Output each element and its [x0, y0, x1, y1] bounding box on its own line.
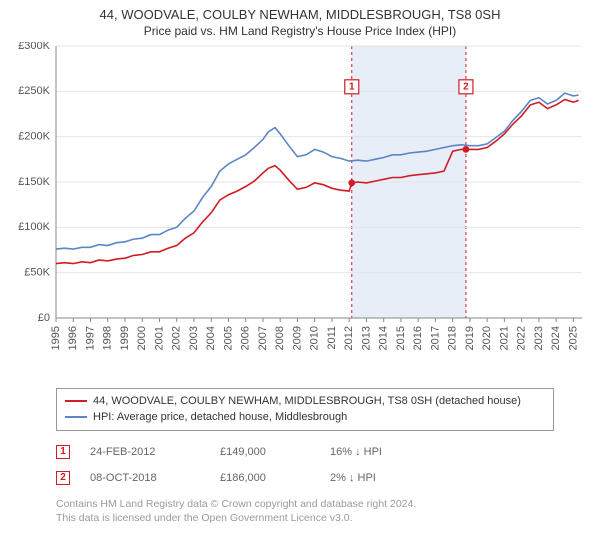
svg-text:2013: 2013: [360, 326, 372, 350]
legend-swatch: [65, 416, 87, 418]
svg-text:2015: 2015: [395, 326, 407, 350]
tx-date: 08-OCT-2018: [90, 472, 220, 484]
transaction-row: 2 08-OCT-2018 £186,000 2% ↓ HPI: [56, 465, 554, 491]
svg-text:2008: 2008: [274, 326, 286, 350]
svg-text:£250K: £250K: [18, 85, 50, 97]
svg-text:1995: 1995: [50, 326, 62, 350]
svg-text:2025: 2025: [567, 326, 579, 350]
tx-price: £186,000: [220, 472, 330, 484]
tx-marker-badge: 1: [56, 445, 70, 459]
svg-text:2018: 2018: [447, 326, 459, 350]
legend-swatch: [65, 400, 87, 402]
legend-item: 44, WOODVALE, COULBY NEWHAM, MIDDLESBROU…: [65, 393, 545, 410]
svg-text:2020: 2020: [481, 326, 493, 350]
svg-text:1998: 1998: [102, 326, 114, 350]
svg-text:1997: 1997: [84, 326, 96, 350]
svg-text:1999: 1999: [119, 326, 131, 350]
svg-text:1: 1: [349, 81, 355, 92]
svg-text:2003: 2003: [188, 326, 200, 350]
legend-label: 44, WOODVALE, COULBY NEWHAM, MIDDLESBROU…: [93, 393, 521, 410]
svg-text:2019: 2019: [464, 326, 476, 350]
tx-delta: 2% ↓ HPI: [330, 472, 450, 484]
footer-line: This data is licensed under the Open Gov…: [56, 511, 554, 525]
svg-text:2010: 2010: [309, 326, 321, 350]
tx-date: 24-FEB-2012: [90, 446, 220, 458]
svg-text:2000: 2000: [136, 326, 148, 350]
svg-text:£0: £0: [38, 311, 50, 323]
transaction-row: 1 24-FEB-2012 £149,000 16% ↓ HPI: [56, 439, 554, 465]
svg-text:2022: 2022: [516, 326, 528, 350]
svg-text:2009: 2009: [291, 326, 303, 350]
chart-title-line1: 44, WOODVALE, COULBY NEWHAM, MIDDLESBROU…: [10, 6, 590, 24]
svg-text:2007: 2007: [257, 326, 269, 350]
svg-text:2021: 2021: [498, 326, 510, 350]
svg-text:2011: 2011: [326, 326, 338, 350]
svg-text:£100K: £100K: [18, 221, 50, 233]
svg-text:2004: 2004: [205, 326, 217, 350]
svg-text:2005: 2005: [222, 326, 234, 350]
svg-text:2017: 2017: [429, 326, 441, 350]
svg-text:2023: 2023: [533, 326, 545, 350]
svg-text:2002: 2002: [171, 326, 183, 350]
legend: 44, WOODVALE, COULBY NEWHAM, MIDDLESBROU…: [56, 388, 554, 431]
chart-plot: £0 £50K £100K £150K £200K £250K £300K 1995 1996 1…: [10, 42, 590, 382]
svg-text:2016: 2016: [412, 326, 424, 350]
legend-item: HPI: Average price, detached house, Midd…: [65, 409, 545, 426]
footer-attribution: Contains HM Land Registry data © Crown c…: [56, 497, 554, 525]
footer-line: Contains HM Land Registry data © Crown c…: [56, 497, 554, 511]
tx-marker-badge: 2: [56, 471, 70, 485]
svg-text:2014: 2014: [378, 326, 390, 350]
chart-title-line2: Price paid vs. HM Land Registry's House …: [10, 24, 590, 38]
transaction-table: 1 24-FEB-2012 £149,000 16% ↓ HPI 2 08-OC…: [56, 439, 554, 491]
svg-text:2006: 2006: [240, 326, 252, 350]
svg-text:2: 2: [463, 81, 469, 92]
svg-text:2012: 2012: [343, 326, 355, 350]
tx-price: £149,000: [220, 446, 330, 458]
svg-text:£150K: £150K: [18, 175, 50, 187]
svg-text:£200K: £200K: [18, 130, 50, 142]
tx-delta: 16% ↓ HPI: [330, 446, 450, 458]
line-chart-svg: £0 £50K £100K £150K £200K £250K £300K 1995 1996 1…: [10, 42, 590, 382]
svg-text:2024: 2024: [550, 326, 562, 350]
chart-container: { "title_line1": "44, WOODVALE, COULBY N…: [0, 0, 600, 560]
svg-text:£300K: £300K: [18, 42, 50, 52]
svg-text:2001: 2001: [153, 326, 165, 350]
svg-text:£50K: £50K: [24, 266, 50, 278]
svg-text:1996: 1996: [67, 326, 79, 350]
legend-label: HPI: Average price, detached house, Midd…: [93, 409, 347, 426]
